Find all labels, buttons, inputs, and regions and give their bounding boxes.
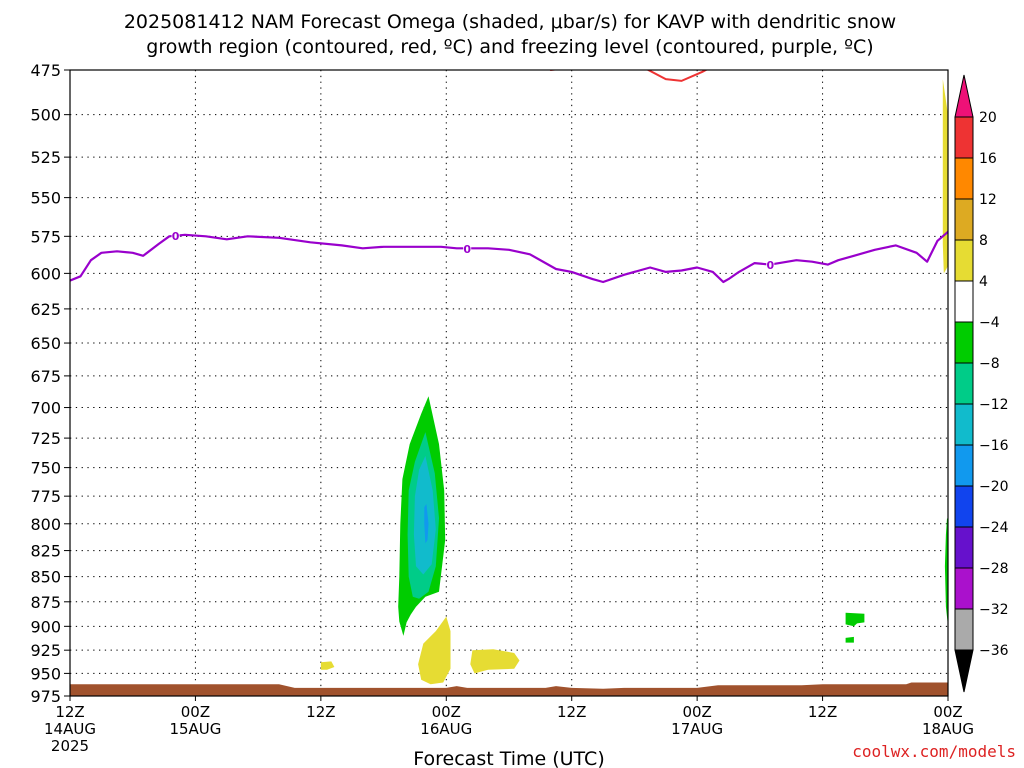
colorbar-label: 8 [979,233,988,249]
dgz-contour [548,70,560,72]
y-axis: 475 500 525 550 575 600 625 650 675 700 725 750 775 8… [30,61,70,706]
terrain-fill [70,682,948,696]
x-tick-label: 12Z [557,703,586,721]
y-tick-label: 725 [30,429,61,448]
colorbar-label: −28 [979,561,1009,577]
freezing-level-label: 0 [463,243,471,256]
y-tick-label: 625 [30,300,61,319]
y-tick-label: 825 [30,542,61,561]
colorbar-bin [954,321,974,364]
freezing-level-label-bg [766,257,775,272]
y-tick-label: 775 [30,487,61,506]
colorbar-bottom-arrow [954,649,974,693]
grid-layer [70,70,948,696]
x-axis-title: Forecast Time (UTC) [413,748,604,768]
colorbar-bin [954,485,974,528]
colorbar-bin [954,157,974,200]
x-tick-date-label: 17AUG [671,720,723,738]
dgz-contour-layer [548,70,708,82]
x-tick-label: 00Z [682,703,711,721]
plot-frame [69,69,949,697]
source-credit: coolwx.com/models [852,742,1016,761]
x-tick-label: 12Z [55,703,84,721]
omega-feature [944,518,948,627]
colorbar-bin [954,280,974,323]
omega-feature [424,504,429,544]
omega-feature [320,661,335,670]
omega-shading [320,79,948,685]
omega-feature [470,649,520,674]
y-tick-label: 650 [30,334,61,353]
freezing-level-label: 0 [766,259,774,272]
y-tick-label: 675 [30,367,61,386]
omega-feature [845,636,854,643]
y-tick-label: 700 [30,399,61,418]
colorbar-label: 16 [979,151,997,167]
y-tick-label: 850 [30,568,61,587]
colorbar-label: −16 [979,438,1009,454]
colorbar-label: 4 [979,274,988,290]
omega-feature [418,616,451,685]
y-tick-label: 525 [30,148,61,167]
colorbar-bin [954,608,974,651]
colorbar-label: −20 [979,479,1009,495]
y-tick-label: 550 [30,189,61,208]
y-tick-label: 900 [30,617,61,636]
colorbar-bin [954,444,974,487]
colorbar: 20 16 12 8 4 −4 −8 −12 −16 −20 −24 −28 −32 −36 [954,74,1009,693]
omega-feature [845,612,865,627]
freezing-level-label-bg [171,228,180,243]
x-tick-label: 12Z [306,703,335,721]
colorbar-bin [954,567,974,610]
freezing-level-layer: 0 0 0 [70,228,948,284]
colorbar-bin [954,239,974,282]
x-tick-date-label: 18AUG [922,720,974,738]
colorbar-bin [954,362,974,405]
x-tick-label: 00Z [181,703,210,721]
colorbar-label: −4 [979,315,1000,331]
dgz-contour [646,70,708,82]
colorbar-label: −32 [979,602,1009,618]
freezing-level-label-bg [463,241,472,256]
y-tick-label: 950 [30,664,61,683]
freezing-level-label: 0 [172,230,180,243]
terrain-layer [70,682,948,696]
colorbar-label: −8 [979,356,1000,372]
chart-title-line-2: growth region (contoured, red, ºC) and f… [146,36,873,58]
chart-title-line-1: 2025081412 NAM Forecast Omega (shaded, μ… [124,11,896,33]
colorbar-label: −24 [979,520,1009,536]
x-tick-label: 00Z [432,703,461,721]
colorbar-bin [954,116,974,159]
y-tick-label: 600 [30,264,61,283]
x-tick-year-label: 2025 [51,737,89,755]
y-tick-label: 925 [30,641,61,660]
colorbar-label: −36 [979,643,1009,659]
colorbar-bin [954,198,974,241]
y-tick-label: 500 [30,106,61,125]
x-tick-date-label: 16AUG [420,720,472,738]
x-tick-date-label: 15AUG [169,720,221,738]
colorbar-label: 20 [979,110,997,126]
x-tick-label: 12Z [808,703,837,721]
omega-feature [942,79,948,274]
colorbar-bin [954,526,974,569]
colorbar-label: −12 [979,397,1009,413]
x-tick-date-label: 14AUG [44,720,96,738]
y-tick-label: 975 [30,687,61,706]
colorbar-label: 12 [979,192,997,208]
y-tick-label: 575 [30,227,61,246]
y-tick-label: 875 [30,593,61,612]
x-tick-label: 00Z [933,703,962,721]
y-tick-label: 475 [30,61,61,80]
y-tick-label: 800 [30,515,61,534]
colorbar-top-arrow [954,74,974,118]
y-tick-label: 750 [30,459,61,478]
colorbar-bin [954,403,974,446]
